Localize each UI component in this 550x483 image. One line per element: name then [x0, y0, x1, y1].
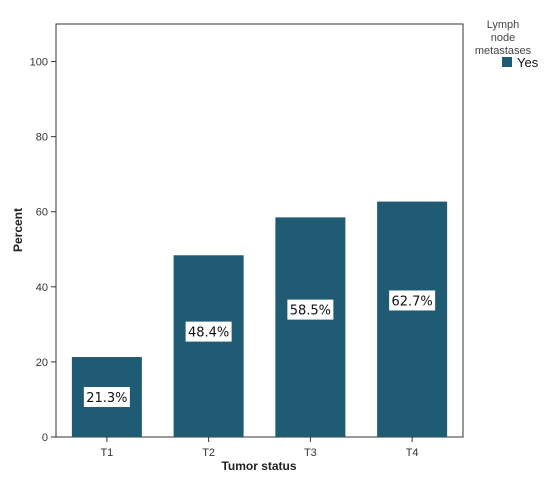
x-tick-label-t3: T3 — [304, 447, 317, 459]
x-axis-ticks: T1 T2 T3 T4 — [100, 437, 419, 459]
y-tick-label-40: 40 — [36, 282, 48, 294]
y-tick-label-100: 100 — [30, 57, 48, 69]
data-label-t4: 62.7% — [391, 294, 432, 309]
legend-title-line-2: node — [491, 32, 515, 44]
x-tick-label-t2: T2 — [202, 447, 215, 459]
data-label-box-t1 — [83, 387, 130, 408]
x-tick-label-t1: T1 — [100, 447, 113, 459]
data-label-box-t2 — [185, 321, 232, 342]
legend-title-line-1: Lymph — [487, 19, 520, 31]
bar-t3 — [275, 217, 346, 437]
legend-label-yes: Yes — [517, 55, 539, 70]
y-tick-label-0: 0 — [42, 432, 48, 444]
y-tick-label-20: 20 — [36, 357, 48, 369]
data-label-t1: 21.3% — [86, 391, 127, 406]
plot-frame — [55, 23, 464, 438]
data-label-t3: 58.5% — [290, 304, 331, 319]
data-label-t2: 48.4% — [188, 326, 229, 341]
bars: 21.3% 48.4% 58.5% 62.7% — [71, 201, 448, 437]
y-tick-label-80: 80 — [36, 132, 48, 144]
y-axis-title: Percent — [11, 208, 25, 252]
legend: Lymph node metastases Yes — [475, 19, 539, 70]
bar-t2 — [173, 255, 244, 437]
data-label-box-t3 — [287, 299, 334, 320]
x-axis-title: Tumor status — [221, 459, 296, 473]
bar-t4 — [377, 201, 448, 437]
legend-title-line-3: metastases — [475, 45, 532, 57]
legend-swatch-yes — [502, 57, 512, 67]
data-label-box-t4 — [389, 290, 436, 311]
x-tick-label-t4: T4 — [406, 447, 419, 459]
y-axis-ticks: 0 20 40 60 80 100 — [30, 57, 56, 444]
y-tick-label-60: 60 — [36, 207, 48, 219]
